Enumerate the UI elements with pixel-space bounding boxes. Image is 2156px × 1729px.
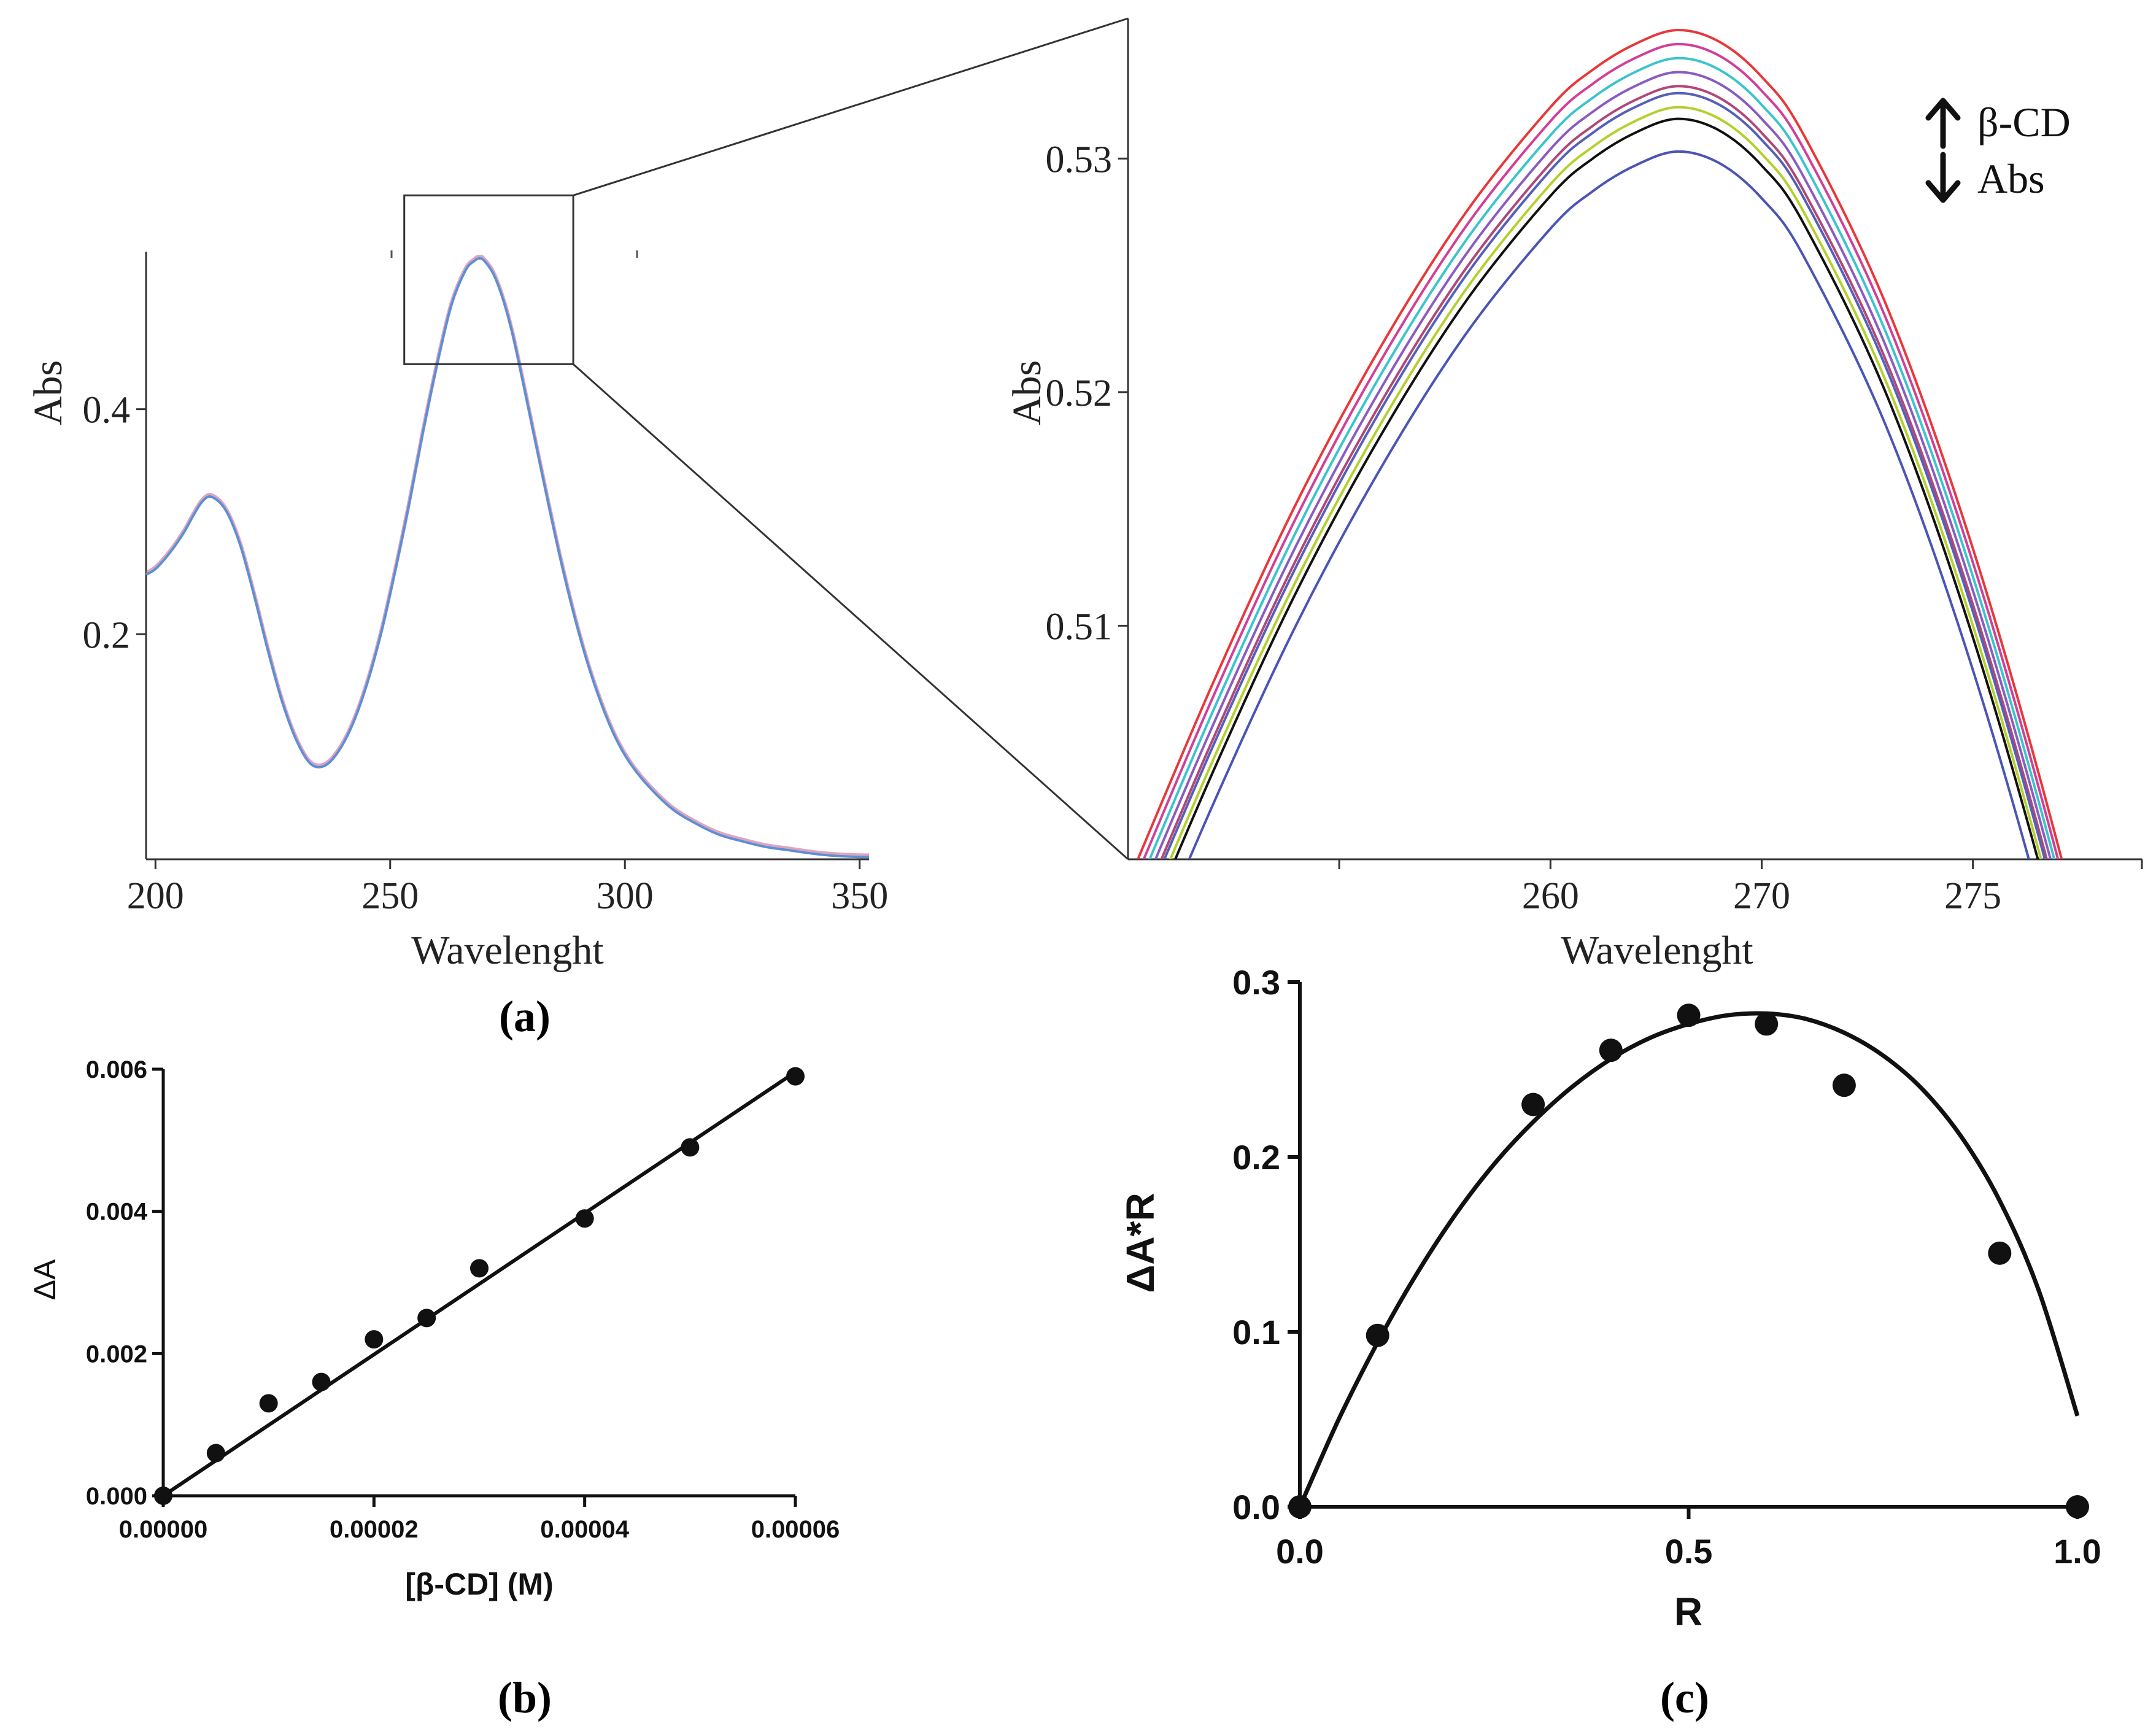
x-tick-label: 0.00006 xyxy=(751,1516,840,1543)
y-tick-label: 0.4 xyxy=(83,390,131,431)
x-tick-label: 350 xyxy=(831,875,888,917)
data-point xyxy=(1988,1241,2012,1265)
arrow-down-icon xyxy=(1925,152,1961,203)
job-plot-chart: 0.0 0.5 1.0 0.0 0.1 0.2 0.3 R ΔA*R xyxy=(1118,963,2101,1634)
data-point xyxy=(2066,1495,2089,1518)
data-point xyxy=(470,1259,489,1278)
y-tick-label: 0.51 xyxy=(1046,606,1113,648)
zoom-series-line xyxy=(1188,150,2030,859)
data-point xyxy=(681,1138,700,1157)
x-tick-label: 260 xyxy=(1522,875,1579,917)
y-tick-label: 0.3 xyxy=(1232,963,1280,1002)
data-point xyxy=(417,1309,436,1328)
x-tick-label: 250 xyxy=(361,875,419,917)
data-point xyxy=(259,1394,278,1413)
zoom-series-line xyxy=(1173,117,2039,859)
y-tick-label: 0.2 xyxy=(83,614,131,656)
data-point xyxy=(1521,1093,1545,1116)
zoom-series-line xyxy=(1148,56,2056,859)
zoom-connector xyxy=(573,17,1129,861)
data-point xyxy=(786,1067,805,1086)
x-tick-label: 0.00004 xyxy=(540,1516,629,1543)
x-tick-label: 200 xyxy=(127,875,184,917)
data-point xyxy=(206,1444,225,1463)
zoom-series-line xyxy=(1142,42,2060,859)
data-point xyxy=(575,1209,594,1228)
x-tick-label: 0.00000 xyxy=(119,1516,208,1543)
y-tick-label: 0.1 xyxy=(1232,1313,1280,1352)
panel-label-a: (a) xyxy=(499,992,551,1041)
legend-label: β-CD xyxy=(1977,99,2071,145)
data-point xyxy=(1599,1039,1623,1062)
x-tick-label: 0.5 xyxy=(1665,1532,1713,1571)
data-point xyxy=(1677,1004,1701,1027)
x-axis-title: [β-CD] (M) xyxy=(405,1567,554,1601)
x-tick-label: 1.0 xyxy=(2054,1532,2101,1571)
y-tick-label: 0.000 xyxy=(86,1483,147,1510)
linear-fit-chart: 0.00000 0.00002 0.00004 0.00006 0.000 0.002 0.… xyxy=(28,1056,840,1601)
spectrum-chart: 200 250 300 350 0.2 0.4 Wavelenght Abs xyxy=(26,194,888,973)
x-tick-label: 300 xyxy=(597,875,654,917)
y-axis-title: Abs xyxy=(1005,360,1049,425)
zoom-series-line xyxy=(1154,71,2052,859)
data-point xyxy=(1288,1495,1312,1518)
data-point xyxy=(1366,1323,1389,1347)
panel-label-b: (b) xyxy=(498,1673,552,1722)
y-tick-label: 0.002 xyxy=(86,1340,147,1367)
y-tick-label: 0.006 xyxy=(86,1056,147,1083)
x-axis-title: Wavelenght xyxy=(1561,928,1753,973)
x-axis-title: R xyxy=(1674,1590,1702,1634)
x-tick-label: 275 xyxy=(1944,875,2001,917)
zoom-series-line xyxy=(1169,106,2042,859)
data-point xyxy=(154,1487,172,1505)
x-tick-label: 0.00002 xyxy=(330,1516,419,1543)
x-tick-label: 270 xyxy=(1733,875,1790,917)
zoomed-spectrum-chart: 260 270 275 0.51 0.52 0.53 Wavelenght Abs β-CD Ab… xyxy=(1005,18,2143,973)
zoom-box xyxy=(403,194,574,365)
zoom-series-line xyxy=(1160,85,2049,859)
data-point xyxy=(365,1330,384,1349)
data-point xyxy=(312,1372,331,1391)
y-tick-label: 0.2 xyxy=(1232,1138,1280,1177)
y-axis-title: Abs xyxy=(26,360,71,425)
zoom-connector-bottom xyxy=(573,363,1129,861)
y-tick-label: 0.53 xyxy=(1046,139,1113,180)
y-tick-label: 0.004 xyxy=(86,1199,148,1226)
zoom-series-line xyxy=(1136,28,2063,859)
y-axis-title: ΔA xyxy=(28,1259,62,1300)
x-tick-label: 0.0 xyxy=(1276,1532,1324,1571)
series-line xyxy=(145,257,870,859)
legend-label: Abs xyxy=(1977,155,2045,202)
zoom-series-line xyxy=(1163,91,2046,859)
x-axis-title: Wavelenght xyxy=(411,928,604,973)
y-axis-title: ΔA*R xyxy=(1118,1193,1162,1293)
arrow-up-icon xyxy=(1925,98,1961,149)
data-point xyxy=(1755,1012,1779,1036)
zoom-curves xyxy=(1136,28,2063,859)
y-tick-label: 0.52 xyxy=(1046,373,1113,414)
panel-label-c: (c) xyxy=(1660,1673,1709,1722)
y-tick-label: 0.0 xyxy=(1232,1488,1280,1526)
zoom-connector-top xyxy=(573,17,1129,196)
legend: β-CD Abs xyxy=(1925,98,2071,203)
data-point xyxy=(1832,1073,1856,1097)
